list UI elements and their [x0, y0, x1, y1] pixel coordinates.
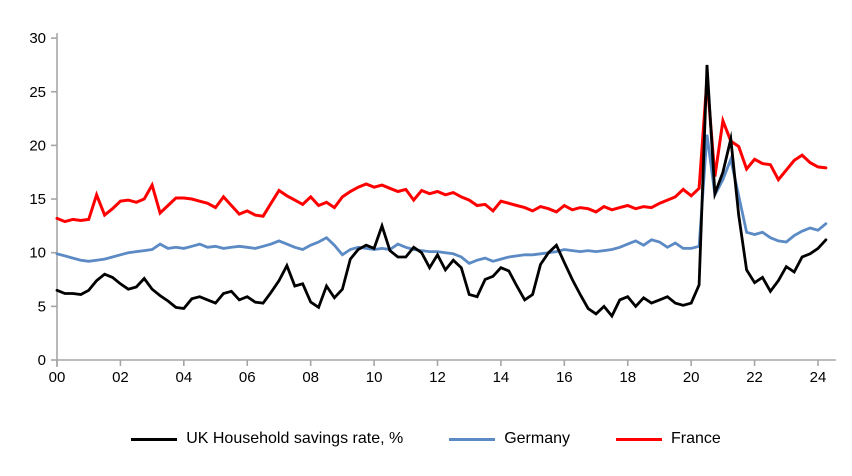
x-tick-label: 16	[556, 369, 573, 386]
x-tick-label: 20	[683, 369, 700, 386]
legend-item-france: France	[616, 430, 721, 448]
legend-item-uk: UK Household savings rate, %	[131, 430, 403, 448]
x-tick-label: 18	[619, 369, 636, 386]
y-tick-label: 25	[29, 84, 46, 101]
y-tick-label: 20	[29, 137, 46, 154]
series-line-uk	[55, 64, 828, 319]
y-tick-label: 0	[38, 352, 46, 369]
x-tick-label: 02	[112, 369, 129, 386]
y-tick-label: 10	[29, 245, 46, 262]
legend-item-germany: Germany	[449, 430, 570, 448]
germany-line-swatch	[449, 437, 496, 441]
y-tick-label: 15	[29, 191, 46, 208]
y-tick-label: 5	[38, 298, 46, 315]
x-tick-label: 04	[175, 369, 192, 386]
x-tick-label: 10	[366, 369, 383, 386]
legend-label-germany: Germany	[504, 430, 570, 447]
france-line-swatch	[616, 437, 662, 441]
x-tick-label: 00	[49, 369, 66, 386]
uk-line-swatch	[131, 437, 178, 441]
x-tick-label: 14	[493, 369, 510, 386]
series-line-germany	[55, 134, 828, 266]
x-tick-label: 08	[302, 369, 319, 386]
x-tick-label: 22	[746, 369, 763, 386]
x-tick-label: 12	[429, 369, 446, 386]
x-tick-label: 24	[810, 369, 827, 386]
legend-label-uk: UK Household savings rate, %	[186, 430, 404, 447]
chart-legend: UK Household savings rate, % Germany Fra…	[0, 404, 852, 474]
legend-label-france: France	[671, 430, 721, 447]
series-line-france	[55, 78, 828, 224]
x-tick-label: 06	[239, 369, 256, 386]
y-tick-label: 30	[29, 30, 46, 47]
savings-chart: 0 5 10 15 20 25 30 00 02 04 06 08 10 12 14 16 18 20 22 24	[29, 30, 836, 386]
